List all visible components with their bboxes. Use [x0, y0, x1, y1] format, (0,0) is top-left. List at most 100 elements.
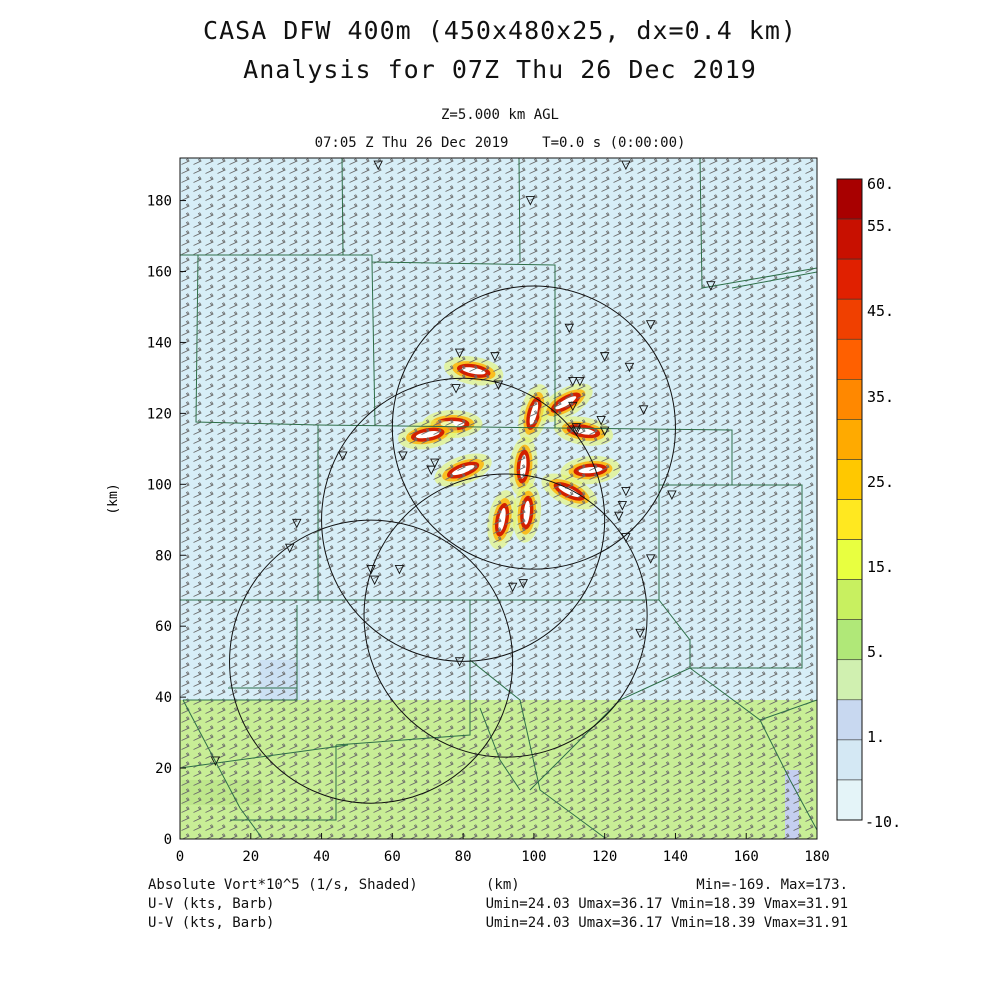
station-marker: [568, 377, 578, 387]
colorbar-swatch: [836, 379, 863, 420]
chart-title-line2: Analysis for 07Z Thu 26 Dec 2019: [243, 55, 757, 84]
y-tick-label: 40: [155, 690, 172, 706]
station-marker: [621, 160, 631, 171]
colorbar-swatch: [836, 539, 863, 580]
station-marker: [621, 533, 631, 543]
y-tick-label: 0: [164, 832, 172, 848]
county-boundaries: [180, 158, 817, 839]
range-ring: [229, 519, 514, 804]
station-marker: [454, 348, 465, 359]
range-ring: [363, 473, 648, 758]
y-tick-label: 20: [155, 761, 172, 777]
x-tick-label: 100: [521, 849, 546, 865]
station-marker: [568, 401, 578, 412]
station-marker: [338, 451, 348, 461]
station-marker: [575, 377, 585, 387]
barb-stats-2: Umin=24.03 Umax=36.17 Vmin=18.39 Vmax=31…: [485, 915, 848, 931]
station-marker: [369, 575, 380, 586]
radar-stations: [210, 160, 716, 766]
station-marker: [426, 465, 436, 476]
colorbar-label: -10.: [865, 813, 901, 831]
x-tick-label: 20: [242, 849, 259, 865]
colorbar-swatch: [836, 338, 863, 380]
station-marker: [621, 486, 631, 497]
colorbar-label: 60.: [867, 175, 894, 193]
colorbar-swatch: [836, 459, 863, 500]
x-tick-label: 0: [176, 849, 184, 865]
station-marker: [518, 579, 529, 589]
colorbar-label: 35.: [867, 388, 894, 406]
y-tick-label: 100: [147, 477, 172, 493]
range-ring: [321, 377, 606, 662]
radar-range-rings: [229, 285, 676, 804]
y-tick-label: 80: [155, 548, 172, 564]
station-marker: [398, 451, 408, 461]
colorbar-swatch: [836, 579, 863, 620]
station-marker: [624, 362, 635, 373]
x-tick-label: 180: [804, 849, 829, 865]
min-max-label: Min=-169. Max=173.: [696, 877, 848, 893]
station-marker: [366, 564, 376, 575]
station-marker: [638, 405, 649, 415]
station-marker: [210, 756, 221, 766]
station-marker: [493, 380, 504, 391]
plot-area: [180, 158, 817, 839]
station-marker: [292, 518, 302, 529]
station-marker: [706, 281, 716, 291]
colorbar-swatch: [836, 739, 863, 781]
station-marker: [599, 426, 610, 437]
colorbar-swatch: [836, 258, 863, 300]
wind-barbs: [180, 158, 817, 839]
x-axis-label: (km): [486, 877, 520, 893]
colorbar-label: 5.: [867, 643, 885, 661]
y-tick-label: 60: [155, 619, 172, 635]
barb-label-1: U-V (kts, Barb): [148, 896, 275, 912]
y-tick-label: 140: [147, 335, 172, 351]
station-marker: [614, 511, 624, 522]
axis-ticks: 0 20 40 60 80 100 120 140 160 180 0 20 40 60 80 100 120 1…: [147, 194, 830, 865]
station-marker: [454, 657, 465, 667]
range-ring: [391, 285, 676, 570]
colorbar-swatch: [836, 218, 863, 260]
station-marker: [507, 582, 518, 593]
barb-label-2: U-V (kts, Barb): [148, 915, 275, 931]
station-marker: [617, 501, 628, 511]
station-marker: [564, 323, 575, 334]
station-marker: [645, 554, 656, 564]
colorbar-label: 1.: [867, 728, 885, 746]
station-marker: [599, 352, 610, 362]
station-marker: [635, 628, 645, 639]
station-marker: [596, 416, 606, 426]
colorbar-swatch: [836, 178, 863, 220]
x-tick-label: 140: [663, 849, 688, 865]
colorbar-swatch: [836, 619, 863, 661]
colorbar-label: 25.: [867, 473, 894, 491]
station-marker: [571, 423, 582, 433]
y-tick-label: 160: [147, 265, 172, 281]
level-label: Z=5.000 km AGL: [440, 107, 559, 123]
colorbar-swatch: [836, 499, 863, 540]
y-axis-label: (km): [106, 483, 121, 514]
colorbar-label: 15.: [867, 558, 894, 576]
x-tick-label: 160: [734, 849, 759, 865]
station-marker: [451, 384, 461, 394]
station-marker: [490, 352, 500, 362]
colorbar-label: 45.: [867, 302, 894, 320]
valid-time-label: 07:05 Z Thu 26 Dec 2019 T=0.0 s (0:00:00…: [314, 135, 686, 151]
colorbar-swatch: [836, 699, 863, 741]
x-tick-label: 80: [455, 849, 472, 865]
plot-frame: [179, 157, 818, 840]
colorbar: 60. 55. 45. 35. 25. 15. 5. 1. -10.: [836, 175, 901, 831]
chart-title-line1: CASA DFW 400m (450x480x25, dx=0.4 km): [203, 16, 797, 45]
colorbar-swatch: [836, 298, 863, 340]
y-tick-label: 120: [147, 406, 172, 422]
station-marker: [284, 543, 295, 554]
colorbar-label: 55.: [867, 217, 894, 235]
station-marker: [394, 564, 405, 575]
x-tick-label: 60: [384, 849, 401, 865]
y-tick-label: 180: [147, 194, 172, 210]
station-marker: [525, 196, 536, 206]
x-tick-label: 120: [592, 849, 617, 865]
x-tick-label: 40: [313, 849, 330, 865]
